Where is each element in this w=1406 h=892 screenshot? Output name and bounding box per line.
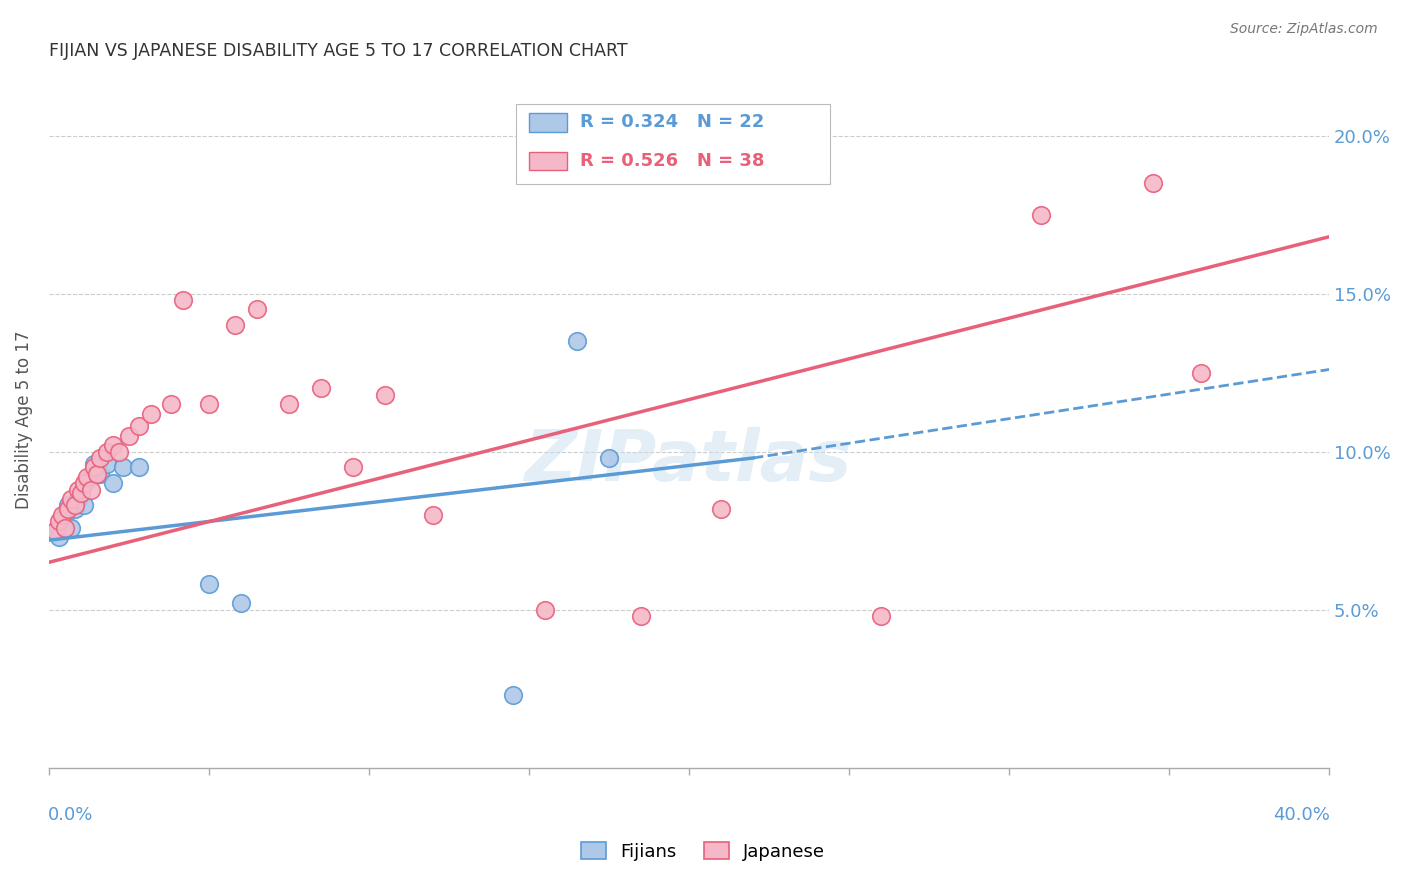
Point [44,524,66,538]
Point [422,508,444,522]
Point [374,388,396,402]
Text: Source: ZipAtlas.com: Source: ZipAtlas.com [1230,22,1378,37]
Point [86,467,108,481]
Point [118,429,141,443]
Point [96,458,118,472]
Point [224,318,246,333]
Text: 40.0%: 40.0% [1274,806,1330,824]
Point [79,470,101,484]
Point [141,407,163,421]
Point [1142,176,1164,190]
Point [53,508,76,522]
Point [1029,208,1052,222]
Text: ZIPatlas: ZIPatlas [526,427,853,496]
Point [108,444,131,458]
Point [565,334,588,348]
Point [710,501,733,516]
Point [48,530,70,544]
Point [502,688,524,702]
Point [70,485,93,500]
Point [53,520,76,534]
Point [83,460,105,475]
FancyBboxPatch shape [529,113,568,131]
Point [51,514,73,528]
Point [79,483,101,497]
Text: R = 0.526   N = 38: R = 0.526 N = 38 [581,152,765,169]
Point [51,508,73,522]
Point [63,499,86,513]
Point [76,470,98,484]
Legend: Fijians, Japanese: Fijians, Japanese [572,833,834,870]
Point [89,467,111,481]
Point [48,514,70,528]
Point [56,501,79,516]
Point [198,577,221,591]
Point [1189,366,1212,380]
Point [73,499,96,513]
Point [56,499,79,513]
Point [309,381,332,395]
Point [60,520,83,534]
Point [534,603,557,617]
Text: FIJIAN VS JAPANESE DISABILITY AGE 5 TO 17 CORRELATION CHART: FIJIAN VS JAPANESE DISABILITY AGE 5 TO 1… [49,42,627,60]
Point [83,458,105,472]
Point [44,524,66,538]
Point [60,491,83,506]
Point [342,460,364,475]
Text: R = 0.324   N = 22: R = 0.324 N = 22 [581,113,765,131]
FancyBboxPatch shape [529,152,568,169]
Y-axis label: Disability Age 5 to 17: Disability Age 5 to 17 [15,331,32,509]
Point [101,476,124,491]
FancyBboxPatch shape [516,103,830,184]
Point [159,397,181,411]
Point [128,460,150,475]
Point [73,476,96,491]
Point [128,419,150,434]
Point [96,444,118,458]
Point [598,450,620,465]
Point [246,302,269,317]
Point [111,460,134,475]
Point [172,293,194,307]
Point [70,485,93,500]
Point [63,501,86,516]
Point [66,491,89,506]
Point [89,450,111,465]
Point [630,609,652,624]
Text: 0.0%: 0.0% [48,806,93,824]
Point [229,596,252,610]
Point [198,397,221,411]
Point [101,438,124,452]
Point [278,397,301,411]
Point [870,609,893,624]
Point [66,483,89,497]
